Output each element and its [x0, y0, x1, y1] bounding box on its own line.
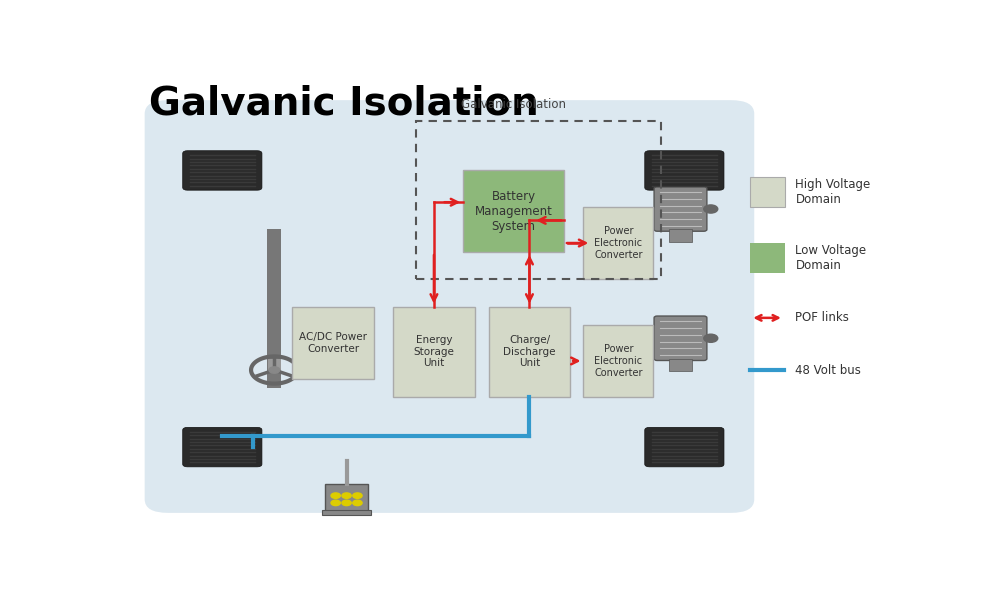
Bar	[417, 121, 661, 279]
Bar	[583, 207, 653, 279]
Bar	[322, 509, 372, 515]
Text: 48 Volt bus: 48 Volt bus	[796, 363, 862, 376]
Bar	[750, 243, 786, 273]
Circle shape	[353, 500, 362, 505]
Circle shape	[269, 367, 280, 373]
Text: High Voltage
Domain: High Voltage Domain	[796, 178, 871, 206]
Text: Battery
Management
System: Battery Management System	[475, 190, 552, 233]
Text: Energy
Storage
Unit: Energy Storage Unit	[414, 335, 454, 369]
Text: Power
Electronic
Converter: Power Electronic Converter	[594, 226, 642, 260]
FancyBboxPatch shape	[644, 428, 724, 467]
FancyBboxPatch shape	[182, 428, 262, 467]
Bar	[669, 229, 692, 242]
Text: AC/DC Power
Converter: AC/DC Power Converter	[299, 332, 367, 353]
FancyBboxPatch shape	[182, 151, 262, 190]
Bar	[268, 229, 282, 388]
Text: Galvanic Isolation: Galvanic Isolation	[148, 84, 538, 123]
Bar	[463, 170, 564, 252]
Circle shape	[353, 493, 362, 498]
Text: POF links: POF links	[796, 312, 850, 325]
Text: Power
Electronic
Converter: Power Electronic Converter	[594, 345, 642, 378]
Text: Charge/
Discharge
Unit: Charge/ Discharge Unit	[503, 335, 556, 369]
Text: Galvanic Isolation: Galvanic Isolation	[461, 98, 566, 111]
Circle shape	[331, 500, 341, 505]
Bar	[489, 306, 570, 397]
Circle shape	[342, 493, 352, 498]
Bar	[750, 177, 786, 207]
Circle shape	[703, 334, 717, 342]
FancyBboxPatch shape	[144, 100, 755, 513]
Bar	[583, 325, 653, 397]
Bar	[269, 359, 281, 370]
Circle shape	[703, 205, 717, 213]
FancyBboxPatch shape	[654, 187, 706, 231]
Bar	[669, 359, 692, 372]
Bar	[293, 306, 374, 379]
Circle shape	[342, 500, 352, 505]
Text: Low Voltage
Domain: Low Voltage Domain	[796, 243, 867, 272]
Circle shape	[331, 493, 341, 498]
Bar	[325, 484, 369, 511]
FancyBboxPatch shape	[654, 316, 706, 360]
Bar	[393, 306, 475, 397]
FancyBboxPatch shape	[644, 151, 724, 190]
